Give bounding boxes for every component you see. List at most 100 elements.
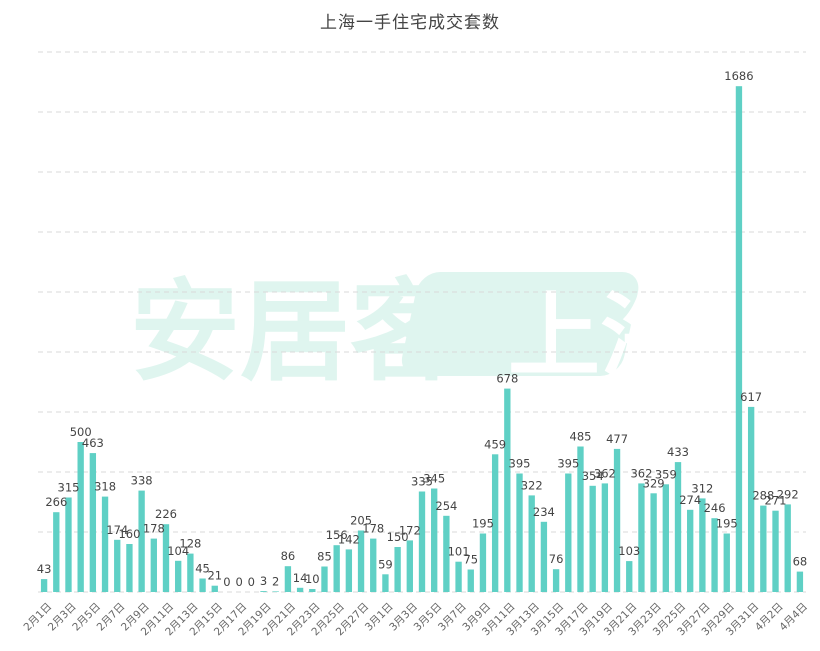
bar-value-label: 329	[643, 476, 665, 490]
bar	[431, 488, 438, 592]
bar	[760, 505, 767, 592]
bar-value-label: 274	[679, 493, 701, 507]
bar-value-label: 345	[423, 472, 445, 486]
bar	[650, 493, 657, 592]
chart-title: 上海一手住宅成交套数	[320, 13, 500, 33]
bar-value-label: 86	[281, 549, 296, 563]
bar-value-label: 85	[317, 550, 332, 564]
bar-value-label: 128	[179, 537, 201, 551]
bar	[53, 512, 60, 592]
bar	[418, 491, 426, 592]
bar	[382, 574, 389, 592]
bar	[284, 566, 292, 592]
bar-value-label: 172	[399, 523, 421, 537]
bar-value-label: 59	[378, 557, 393, 571]
bar-value-label: 45	[195, 562, 210, 576]
bar	[211, 585, 218, 592]
bar-value-label: 150	[387, 530, 409, 544]
bar-value-label: 315	[58, 481, 80, 495]
bar	[552, 569, 560, 592]
bar-value-label: 75	[463, 553, 478, 567]
bar-value-label: 0	[223, 575, 230, 589]
bar	[626, 561, 633, 592]
bar	[540, 521, 548, 592]
bars	[40, 86, 804, 592]
bar-value-label: 21	[207, 569, 222, 583]
bar-value-label: 322	[521, 478, 543, 492]
bar	[101, 496, 109, 592]
bar-value-label: 43	[37, 562, 52, 576]
bar	[394, 547, 401, 592]
bar-value-label: 195	[716, 517, 738, 531]
bar	[723, 533, 730, 592]
bar-value-label: 1686	[724, 69, 753, 83]
bar	[699, 498, 706, 592]
bar	[162, 524, 170, 592]
bar-value-label: 459	[484, 437, 506, 451]
bar	[516, 473, 523, 592]
bar-value-label: 142	[338, 532, 360, 546]
bar	[77, 442, 84, 592]
bar	[674, 462, 682, 592]
bar-value-label: 10	[305, 572, 320, 586]
bar	[504, 388, 511, 592]
bar-value-label: 156	[326, 528, 348, 542]
x-axis-tick-labels: 2月1日2月3日2月5日2月7日2月9日2月11日2月13日2月15日2月17日…	[22, 601, 811, 639]
bar-value-label: 395	[509, 457, 531, 471]
bar-value-label: 101	[448, 545, 470, 559]
bar-value-label: 354	[582, 469, 604, 483]
bar-value-label: 68	[793, 555, 808, 569]
bar-value-label: 103	[618, 544, 640, 558]
bar	[443, 515, 450, 592]
bar-value-label: 76	[549, 552, 564, 566]
bar-value-label: 266	[45, 495, 67, 509]
bar-value-label: 338	[131, 474, 153, 488]
bar-value-label: 205	[350, 514, 372, 528]
bar-value-label: 174	[106, 523, 128, 537]
bar-value-label: 395	[557, 457, 579, 471]
bar-value-label: 3	[260, 574, 267, 588]
bar-value-label: 477	[606, 432, 628, 446]
bar	[528, 495, 535, 592]
bar	[711, 518, 718, 592]
bar-value-label: 104	[167, 544, 189, 558]
bar	[638, 483, 645, 592]
bar-value-label: 617	[740, 390, 762, 404]
bar-value-label: 271	[765, 494, 787, 508]
bar-value-label: 246	[704, 501, 726, 515]
bar	[479, 533, 487, 592]
bar-value-label: 288	[752, 489, 774, 503]
bar-value-label: 292	[777, 487, 799, 501]
bar	[199, 578, 206, 592]
bar-value-label: 335	[411, 475, 433, 489]
bar-value-label: 160	[118, 527, 140, 541]
bar-value-label: 226	[155, 507, 177, 521]
bar	[784, 504, 791, 592]
bar	[260, 591, 267, 592]
bar	[309, 589, 316, 592]
bar-value-label: 178	[143, 522, 165, 536]
bar-value-label: 318	[94, 480, 116, 494]
bar	[467, 569, 474, 592]
bar	[735, 86, 743, 592]
bar-value-label: 0	[235, 575, 242, 589]
bar-value-label: 312	[691, 481, 713, 495]
bar	[455, 561, 462, 592]
bar-value-label: 14	[293, 571, 308, 585]
bar	[89, 453, 97, 592]
bar-value-labels: 4326631550046331817416033817822610412845…	[37, 69, 807, 589]
bar	[796, 571, 804, 592]
bar	[772, 510, 779, 592]
bar	[370, 538, 377, 592]
bar-value-label: 485	[570, 430, 592, 444]
bar	[187, 553, 194, 592]
bar	[333, 545, 340, 592]
bar	[272, 591, 279, 592]
bar	[577, 446, 584, 592]
bar-value-label: 195	[472, 517, 494, 531]
bar	[126, 544, 133, 592]
bar	[357, 530, 365, 592]
bar	[138, 490, 145, 592]
bar	[662, 484, 669, 592]
